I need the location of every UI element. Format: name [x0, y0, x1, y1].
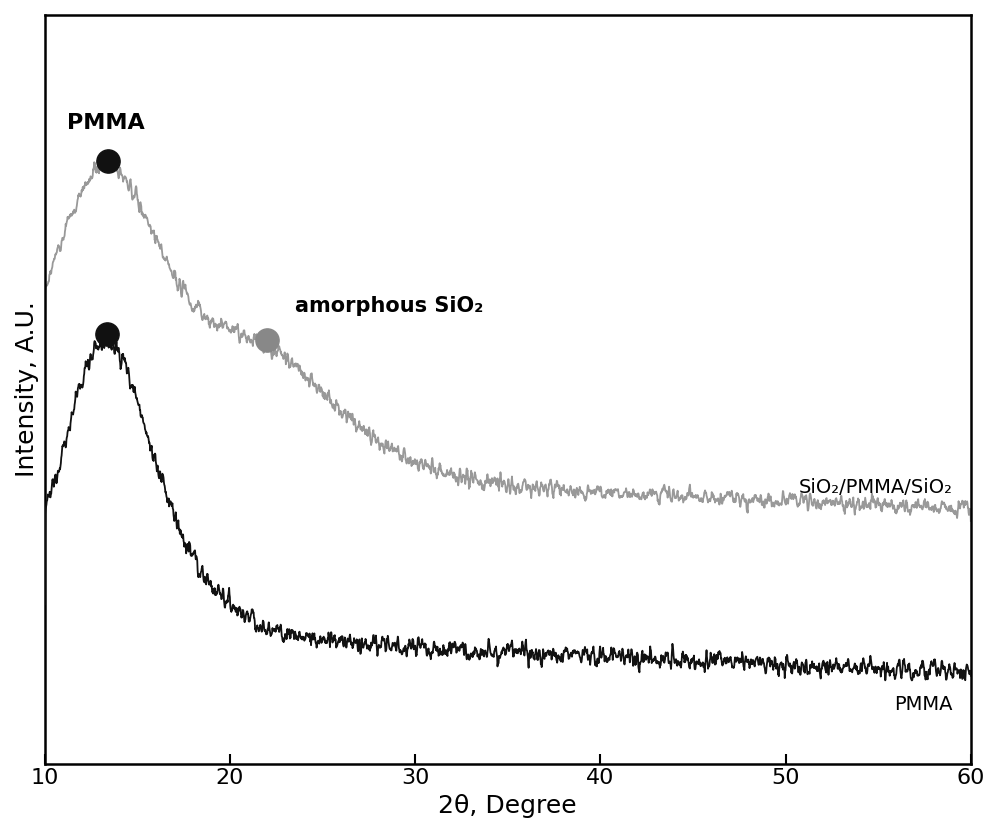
Text: amorphous SiO₂: amorphous SiO₂ — [295, 296, 483, 316]
Text: PMMA: PMMA — [67, 112, 145, 132]
Text: PMMA: PMMA — [894, 695, 952, 714]
X-axis label: 2θ, Degree: 2θ, Degree — [438, 794, 577, 818]
Y-axis label: Intensity, A.U.: Intensity, A.U. — [15, 302, 39, 477]
Point — [259, 333, 275, 347]
Text: SiO₂/PMMA/SiO₂: SiO₂/PMMA/SiO₂ — [798, 477, 952, 496]
Point — [99, 327, 115, 341]
Point — [100, 154, 116, 167]
